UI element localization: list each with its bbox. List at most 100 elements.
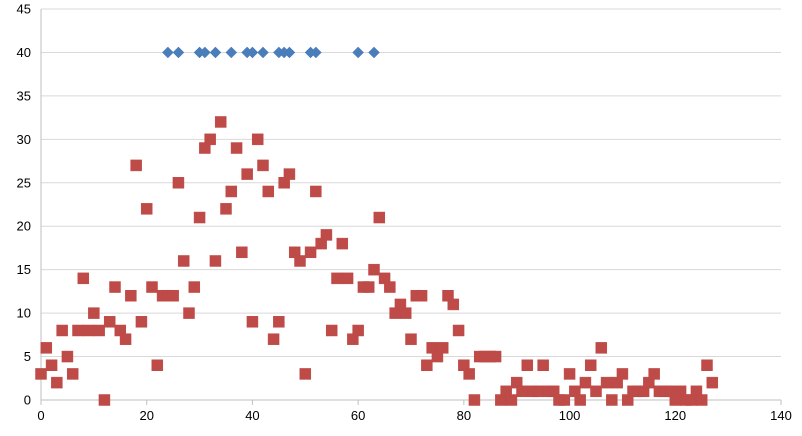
square-marker (325, 324, 338, 337)
square-marker (167, 289, 179, 302)
square-marker (706, 376, 719, 389)
y-tick-label: 20 (17, 219, 31, 234)
x-tick-label: 60 (351, 408, 365, 423)
series-1 (162, 46, 380, 59)
square-marker (130, 159, 142, 172)
square-marker (262, 185, 275, 198)
y-tick-label: 45 (17, 2, 31, 17)
square-marker (341, 272, 354, 285)
square-marker (193, 211, 206, 224)
square-marker (304, 246, 317, 259)
square-marker (267, 333, 280, 345)
square-marker (415, 289, 428, 302)
square-marker (246, 316, 259, 328)
square-marker (468, 394, 481, 406)
square-marker (373, 211, 386, 224)
square-marker (140, 203, 153, 215)
square-marker (584, 359, 597, 371)
x-tick-label: 100 (559, 408, 581, 423)
y-tick-label: 10 (17, 306, 31, 321)
y-tick-label: 40 (17, 45, 31, 60)
square-marker (294, 255, 306, 267)
square-marker (489, 350, 502, 363)
square-marker (579, 376, 592, 389)
data-points (35, 46, 719, 406)
square-marker (225, 185, 238, 198)
axes (40, 9, 782, 405)
square-marker (125, 289, 137, 302)
square-marker (701, 359, 713, 371)
square-marker (177, 255, 190, 267)
square-marker (695, 394, 708, 406)
square-marker (421, 359, 433, 371)
y-tick-label: 15 (17, 262, 31, 277)
square-marker (563, 368, 576, 380)
square-marker (119, 333, 132, 345)
square-marker (537, 359, 549, 371)
square-marker (463, 368, 475, 380)
x-tick-labels: 0 20 40 60 80 100 120 140 (37, 408, 791, 423)
square-marker (368, 263, 380, 276)
square-marker (188, 281, 201, 293)
diamond-marker (246, 46, 259, 59)
square-marker (135, 316, 148, 328)
square-marker (436, 342, 449, 354)
x-tick-label: 40 (245, 408, 259, 423)
square-marker (66, 368, 79, 380)
square-marker (151, 359, 164, 371)
x-tick-label: 0 (37, 408, 44, 423)
square-marker (220, 203, 232, 215)
square-marker (72, 324, 84, 337)
square-marker (51, 376, 63, 389)
square-marker (384, 281, 396, 293)
square-marker (600, 376, 613, 389)
diamond-marker (283, 46, 296, 59)
square-marker (310, 185, 322, 198)
square-marker (61, 350, 74, 363)
square-marker (299, 368, 312, 380)
square-marker (648, 368, 660, 380)
square-marker (146, 281, 158, 293)
y-tick-labels: 0 5 10 15 20 25 30 35 40 45 (17, 2, 31, 408)
square-marker (399, 307, 412, 319)
square-marker (56, 324, 68, 337)
y-tick-label: 35 (17, 88, 31, 103)
square-marker (204, 133, 216, 146)
square-marker (574, 394, 586, 406)
square-marker (405, 333, 417, 345)
square-marker (352, 324, 364, 337)
square-marker (516, 385, 528, 398)
square-marker (241, 168, 253, 180)
x-tick-label: 140 (770, 408, 792, 423)
square-marker (214, 116, 227, 128)
square-marker (595, 342, 608, 354)
diamond-marker (199, 46, 211, 59)
square-marker (77, 272, 90, 285)
square-marker (103, 316, 116, 328)
square-marker (93, 324, 105, 337)
square-marker (45, 359, 58, 371)
square-marker (447, 298, 460, 311)
diamond-marker (310, 46, 322, 59)
diamond-marker (172, 46, 185, 59)
y-tick-label: 5 (24, 349, 31, 364)
square-marker (521, 359, 534, 371)
square-marker (40, 342, 53, 354)
square-marker (98, 394, 111, 406)
square-marker (362, 281, 375, 293)
x-tick-label: 80 (457, 408, 471, 423)
y-tick-label: 30 (17, 132, 31, 147)
square-marker (336, 237, 349, 250)
square-marker (320, 229, 333, 241)
square-marker (532, 385, 544, 398)
square-marker (172, 177, 185, 189)
square-marker (590, 385, 602, 398)
diamond-marker (162, 46, 174, 59)
square-marker (558, 394, 571, 406)
square-marker (505, 394, 518, 406)
diamond-marker (209, 46, 222, 59)
square-marker (283, 168, 296, 180)
square-marker (452, 324, 465, 337)
x-tick-label: 120 (664, 408, 686, 423)
